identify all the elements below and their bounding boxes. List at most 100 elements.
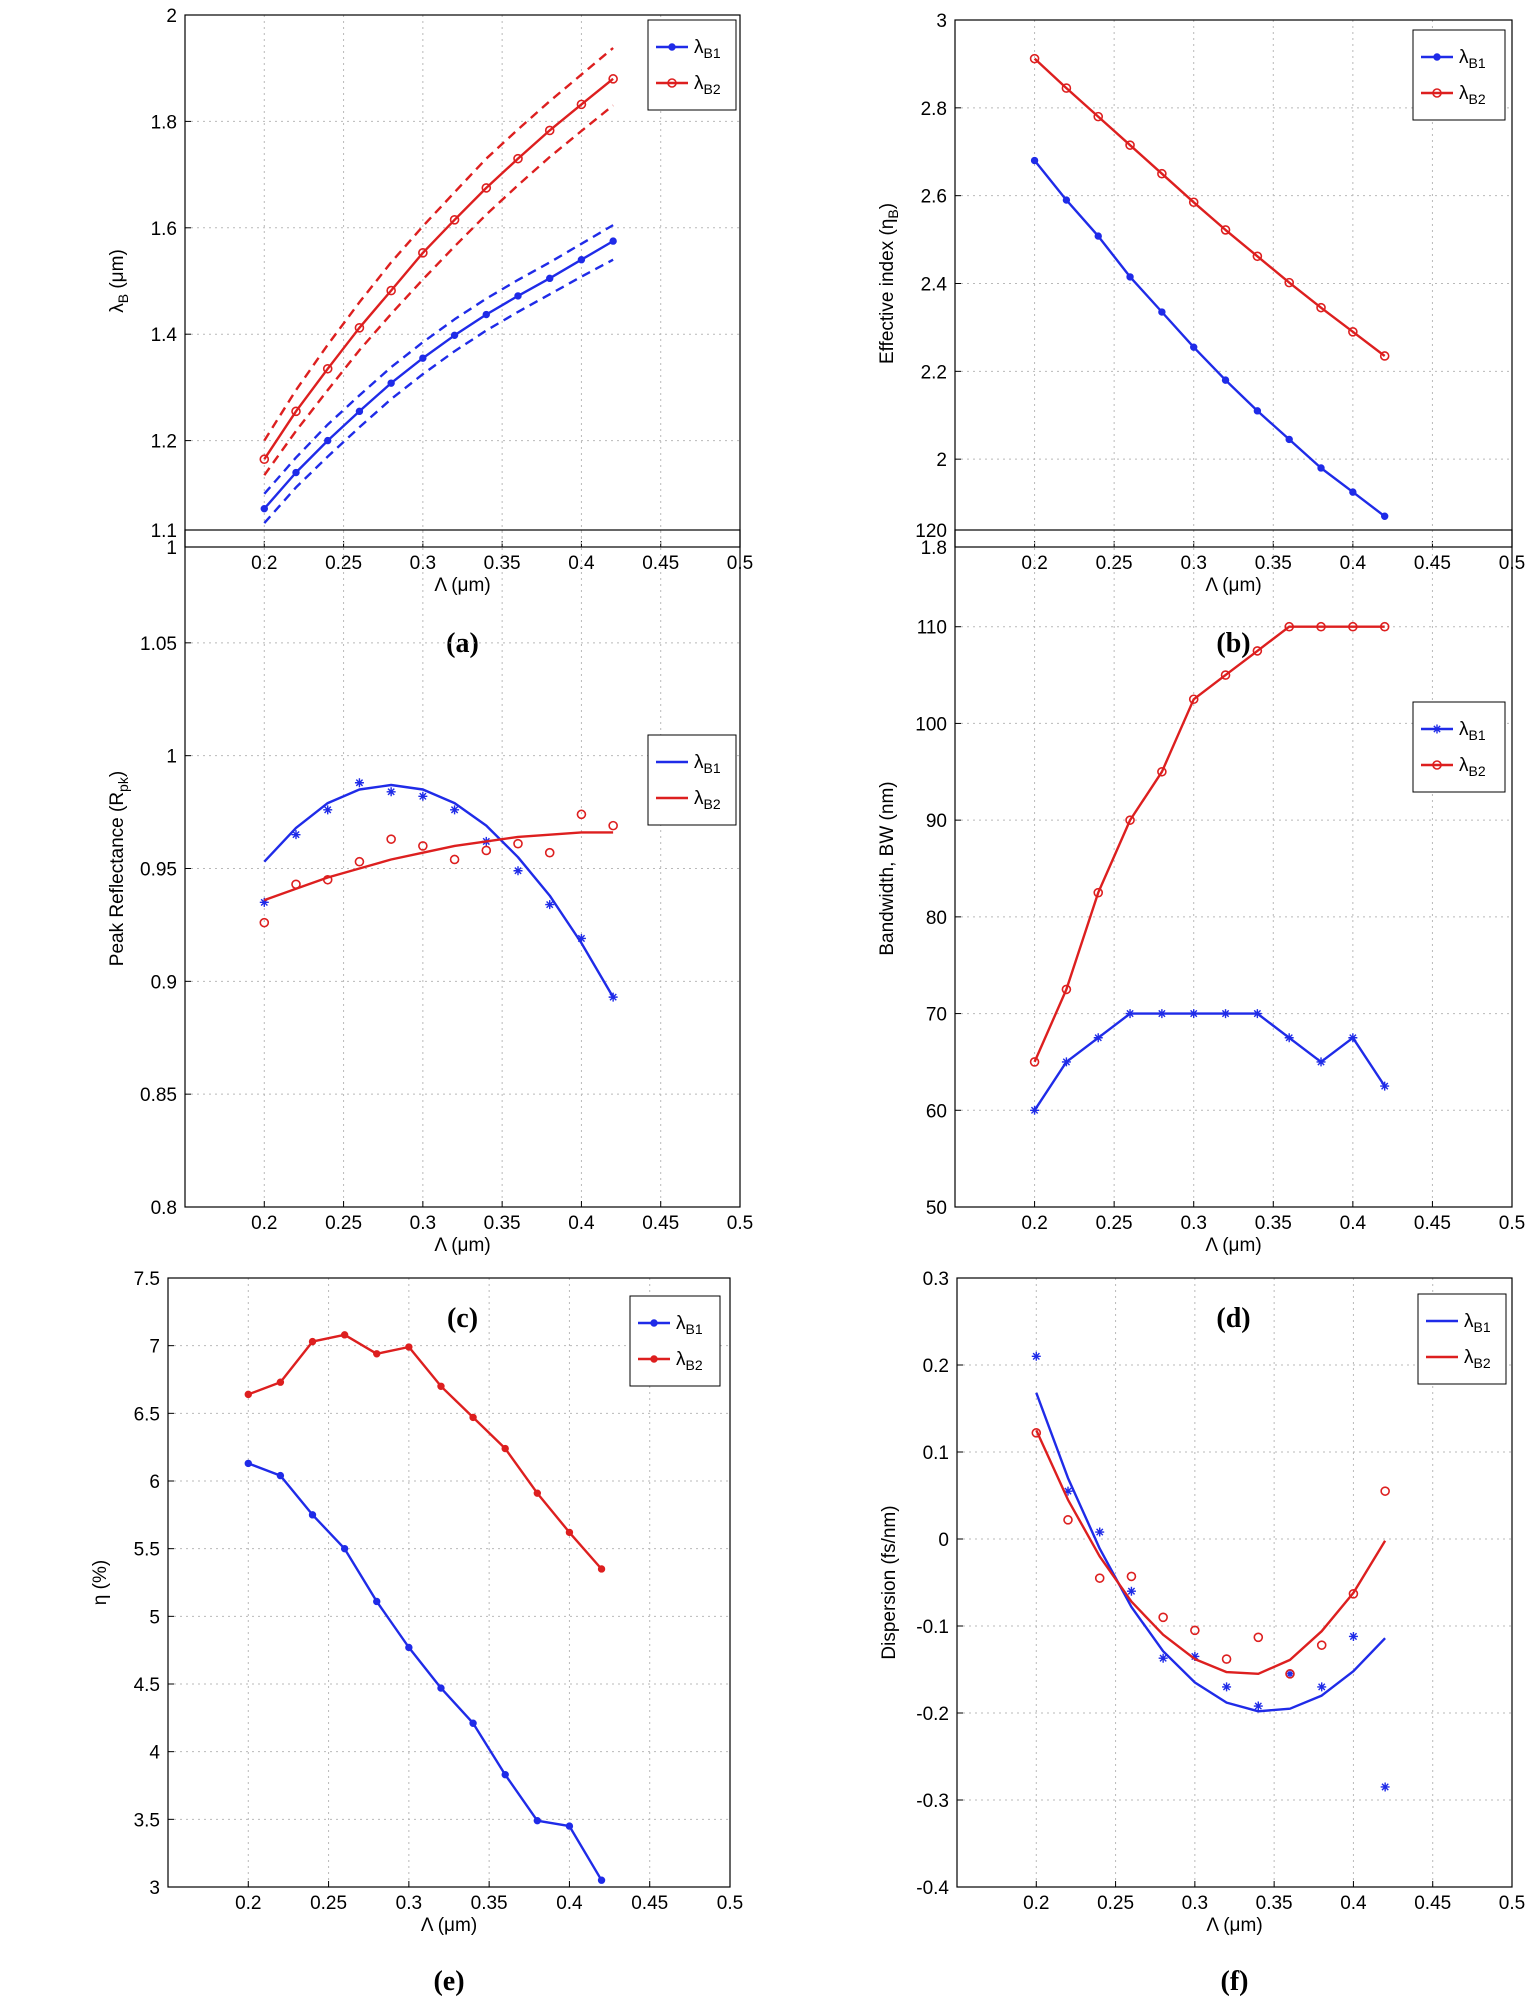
y-tick-label: 50 xyxy=(926,1198,947,1219)
x-axis-label: Λ (μm) xyxy=(1205,1235,1261,1256)
data-point xyxy=(1348,1631,1358,1641)
legend-marker xyxy=(668,43,676,51)
data-point xyxy=(501,1770,509,1779)
data-point xyxy=(1125,1009,1135,1019)
data-point xyxy=(244,1390,252,1399)
x-tick-label: 0.45 xyxy=(642,553,679,574)
series-line xyxy=(263,258,614,524)
data-point xyxy=(1348,327,1358,337)
y-tick-label: 5.5 xyxy=(134,1540,160,1561)
data-point xyxy=(469,1719,477,1727)
data-point xyxy=(1317,1682,1327,1692)
data-point xyxy=(1221,1654,1232,1664)
data-point xyxy=(1125,815,1135,825)
data-point xyxy=(482,310,490,319)
data-point xyxy=(1063,1515,1073,1525)
data-point xyxy=(449,215,460,225)
legend-label: λB2 xyxy=(1464,1347,1491,1371)
data-point xyxy=(1030,156,1039,165)
series--b1 xyxy=(1030,1009,1390,1115)
panel-label: (f) xyxy=(1221,1966,1249,1997)
data-point xyxy=(1190,1651,1200,1661)
data-point xyxy=(308,1337,317,1346)
x-tick-label: 0.3 xyxy=(396,1893,422,1914)
y-tick-label: 120 xyxy=(915,521,947,542)
data-point xyxy=(405,1343,413,1351)
y-tick-label: 70 xyxy=(926,1005,947,1026)
chart-panel-c: 0.2 0.25 0.3 0.35 0.4 0.45 0.50.80.850.90.9511… xyxy=(107,521,753,1334)
data-point xyxy=(1316,302,1326,313)
y-tick-label: -0.3 xyxy=(916,1791,949,1812)
x-tick-label: 0.4 xyxy=(568,1213,595,1234)
series--b1-fit xyxy=(1035,1392,1386,1713)
series--b1-upper xyxy=(263,224,614,495)
data-point xyxy=(1062,196,1071,204)
x-tick-label: 0.25 xyxy=(310,1893,347,1914)
x-axis-label: Λ (μm) xyxy=(421,1915,477,1936)
data-point xyxy=(418,791,428,801)
data-point xyxy=(276,1378,285,1386)
data-point xyxy=(1126,1571,1137,1582)
data-point xyxy=(1094,232,1102,240)
y-tick-label: 90 xyxy=(926,811,947,832)
data-point xyxy=(340,1544,349,1553)
y-tick-label: 80 xyxy=(926,908,947,929)
data-point xyxy=(355,407,364,416)
data-point xyxy=(577,256,586,264)
data-point xyxy=(260,504,268,513)
data-point xyxy=(565,1822,574,1830)
data-point xyxy=(1285,1669,1295,1679)
y-tick-label: 7 xyxy=(149,1337,160,1358)
panel-label: (d) xyxy=(1216,1303,1250,1334)
data-point xyxy=(544,847,555,858)
plot-frame xyxy=(184,529,741,1208)
y-tick-label: 2.8 xyxy=(921,99,947,120)
data-point xyxy=(1380,1782,1390,1792)
y-tick-label: 1.6 xyxy=(151,219,177,240)
series--b2 xyxy=(1029,621,1390,1067)
data-point xyxy=(405,1643,413,1652)
legend-label: λB1 xyxy=(1464,1311,1491,1335)
x-tick-label: 0.25 xyxy=(1096,553,1133,574)
data-point xyxy=(1285,435,1293,444)
series-line xyxy=(263,77,614,460)
legend-box xyxy=(629,1295,721,1387)
y-axis-label: η (%) xyxy=(90,1560,111,1605)
data-point xyxy=(1061,984,1072,995)
data-point xyxy=(609,237,617,245)
data-point xyxy=(565,1528,574,1537)
series--b2 xyxy=(244,1331,606,1573)
data-point xyxy=(533,1816,542,1825)
data-point xyxy=(1158,1612,1168,1623)
x-tick-label: 0.2 xyxy=(251,553,277,574)
x-axis-label: Λ (μm) xyxy=(434,1235,490,1256)
x-tick-label: 0.2 xyxy=(251,1213,277,1234)
legend-label: λB2 xyxy=(1459,755,1486,779)
data-point xyxy=(1348,1589,1359,1599)
data-point xyxy=(513,153,523,164)
y-tick-label: 60 xyxy=(926,1101,947,1122)
legend-marker xyxy=(1432,88,1442,98)
series--b1 xyxy=(244,1459,606,1884)
y-axis-label: Effective index (ηB) xyxy=(877,203,901,364)
data-point xyxy=(1157,1009,1167,1019)
data-point xyxy=(354,323,365,333)
x-tick-label: 0.5 xyxy=(717,1893,743,1914)
data-point xyxy=(1253,407,1262,415)
data-point xyxy=(419,354,427,362)
data-point xyxy=(608,820,618,831)
data-point xyxy=(1317,464,1325,472)
y-tick-label: 0 xyxy=(938,1530,949,1551)
data-point xyxy=(354,778,364,788)
data-point xyxy=(1379,351,1390,361)
series-line xyxy=(263,240,614,510)
data-point xyxy=(437,1382,445,1390)
x-tick-label: 0.45 xyxy=(1414,1213,1451,1234)
data-point xyxy=(259,454,270,465)
y-tick-label: 7.5 xyxy=(134,1269,160,1290)
series--b2-upper xyxy=(263,47,614,442)
series--b2-fit xyxy=(1035,1429,1387,1675)
x-tick-label: 0.45 xyxy=(631,1893,668,1914)
data-point xyxy=(1252,646,1263,656)
